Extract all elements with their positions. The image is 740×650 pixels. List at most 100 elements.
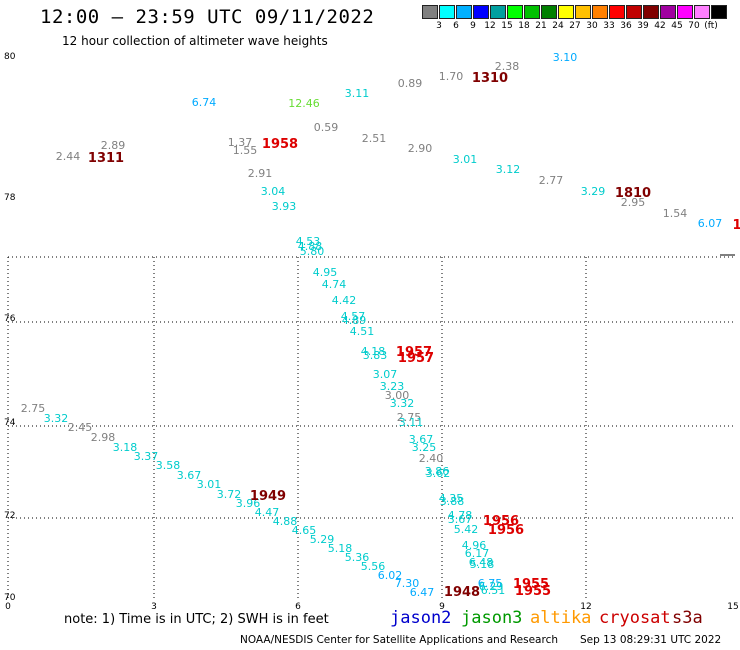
scale-label: 45 (671, 21, 683, 31)
wave-height-label: 2.91 (248, 167, 273, 180)
scale-label: 70 (688, 21, 700, 31)
wave-height-label: 3.62 (426, 467, 451, 480)
wave-height-label: 2.40 (419, 452, 444, 465)
scale-swatch (558, 5, 574, 19)
pass-time-label: 1955 (515, 584, 551, 599)
scale-label: 6 (453, 21, 459, 31)
wave-height-label: 7.30 (395, 577, 420, 590)
scale-swatch (439, 5, 455, 19)
scale-swatch (541, 5, 557, 19)
y-tick-label: 72 (4, 511, 15, 521)
wave-height-label: 2.77 (539, 174, 564, 187)
scale-label: 15 (501, 21, 513, 31)
scale-swatch (575, 5, 591, 19)
footer-note: note: 1) Time is in UTC; 2) SWH is in fe… (64, 612, 329, 627)
scale-label: 30 (586, 21, 598, 31)
satellite-legend-item: jason3 (461, 608, 523, 628)
satellite-legend-item: altika (530, 608, 592, 628)
wave-height-label: 6.74 (192, 96, 217, 109)
wave-height-label: 3.32 (44, 412, 69, 425)
scale-swatch (473, 5, 489, 19)
x-tick-label: 6 (295, 602, 301, 612)
footer-timestamp: Sep 13 08:29:31 UTC 2022 (580, 634, 722, 646)
y-tick-label: 74 (4, 418, 16, 428)
scale-label: (ft) (704, 21, 718, 31)
pass-time-label: 1311 (88, 151, 124, 166)
scale-swatch (592, 5, 608, 19)
scale-swatch (507, 5, 523, 19)
scale-label: 12 (484, 21, 496, 31)
wave-height-label: 6.47 (410, 586, 435, 599)
chart-subtitle: 12 hour collection of altimeter wave hei… (62, 34, 328, 48)
wave-height-label: 2.95 (621, 196, 646, 209)
wave-height-label: 1.70 (439, 70, 464, 83)
axis-ticks: 0 3 6 9 12 15 80 78 76 74 72 70 (4, 52, 739, 612)
wave-height-label: 5.36 (345, 551, 370, 564)
wave-height-label: 3.23 (380, 380, 405, 393)
footer-credit: NOAA/NESDIS Center for Satellite Applica… (240, 634, 558, 646)
scale-swatch (711, 5, 727, 19)
wave-height-label: 1.55 (233, 144, 258, 157)
wave-height-label: 3.01 (197, 478, 222, 491)
wave-height-label: 4.88 (298, 240, 323, 253)
scale-swatch (694, 5, 710, 19)
wave-height-label: 4.51 (350, 325, 375, 338)
y-tick-label: 70 (4, 593, 16, 603)
wave-height-label: 2.75 (397, 411, 422, 424)
wave-height-label: 6.17 (465, 547, 490, 560)
wave-height-label: 6.48 (469, 556, 494, 569)
wave-height-label: 2.38 (495, 60, 520, 73)
scale-label: 3 (436, 21, 442, 31)
pass-time-label: 1948 (444, 585, 480, 600)
wave-height-label: 4.96 (462, 539, 487, 552)
wave-height-label: 2.89 (101, 139, 126, 152)
wave-height-label: 4.78 (448, 509, 473, 522)
wave-height-label: 5.18 (328, 542, 353, 555)
chart-title: 12:00 – 23:59 UTC 09/11/2022 (40, 6, 375, 28)
wave-height-label: 3.67 (409, 433, 434, 446)
pass-time-label: 1310 (472, 71, 508, 86)
pass-time-label: 1 (732, 218, 740, 233)
satellite-legend-item: jason2 (390, 608, 452, 628)
scale-label: 33 (603, 21, 615, 31)
y-tick-label: 80 (4, 52, 16, 62)
pass-time-label: 1957 (396, 345, 432, 360)
wave-height-label: 4.18 (361, 345, 386, 358)
wave-height-label: 3.29 (581, 185, 606, 198)
pass-time-label: 1957 (398, 351, 434, 366)
wave-height-label: 4.47 (255, 506, 280, 519)
wave-height-label: 3.83 (363, 349, 388, 362)
x-tick-label: 9 (439, 602, 445, 612)
scale-swatch (490, 5, 506, 19)
x-tick-label: 15 (727, 602, 738, 612)
scale-swatch (609, 5, 625, 19)
wave-height-label: 3.04 (261, 185, 286, 198)
pass-time-label: 1956 (488, 523, 524, 538)
wave-height-label: 4.35 (439, 492, 464, 505)
wave-height-label: 3.00 (385, 389, 410, 402)
pass-time-label: 1955 (513, 577, 549, 592)
wave-height-label: 3.67 (177, 469, 202, 482)
wave-height-label: 5.56 (361, 560, 386, 573)
wave-height-label: 3.96 (236, 497, 261, 510)
wave-height-label: 3.67 (448, 513, 473, 526)
wave-height-label: 6.02 (378, 569, 403, 582)
wave-height-label: 5.18 (470, 558, 495, 571)
lat-lon-grid (7, 254, 735, 600)
y-tick-label: 76 (4, 314, 16, 324)
wave-height-label: 4.89 (342, 314, 367, 327)
wave-height-label: 5.42 (454, 523, 479, 536)
wave-height-label: 4.53 (296, 235, 321, 248)
wave-height-label: 2.44 (56, 150, 81, 163)
x-tick-label: 0 (5, 602, 11, 612)
pass-time-label: 1949 (250, 489, 286, 504)
wave-height-label: 1.54 (663, 207, 688, 220)
wave-height-label: 3.11 (399, 416, 424, 429)
scale-swatch (660, 5, 676, 19)
wave-height-label: 12.46 (288, 97, 320, 110)
scale-label: 24 (552, 21, 564, 31)
wave-height-label: 5.29 (310, 533, 335, 546)
scale-label: 36 (620, 21, 632, 31)
scale-label: 18 (518, 21, 530, 31)
